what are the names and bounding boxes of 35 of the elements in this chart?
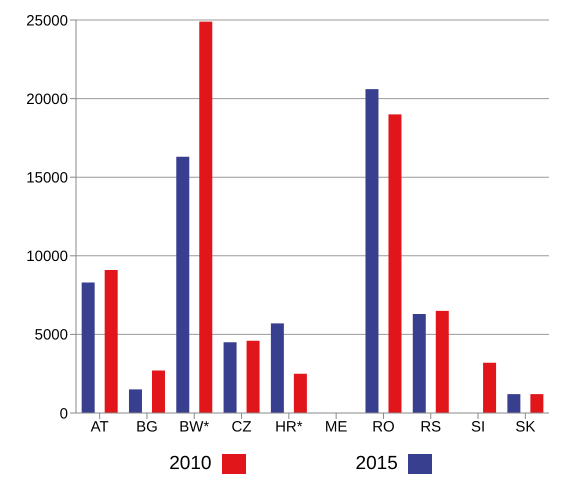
- x-tick-label: BW*: [179, 418, 210, 436]
- legend-label: 2010: [169, 453, 212, 475]
- x-tick-label: RS: [420, 418, 442, 436]
- bar: [199, 22, 212, 413]
- bar: [294, 374, 307, 413]
- y-tick-label: 10000: [26, 248, 68, 266]
- bar: [82, 282, 95, 413]
- bar: [388, 114, 402, 413]
- x-tick-label: CZ: [232, 418, 252, 436]
- bar: [483, 362, 496, 413]
- x-tick-label: SI: [470, 418, 486, 436]
- bar: [176, 156, 190, 413]
- bar: [436, 310, 449, 413]
- bar: [152, 370, 165, 413]
- legend-label: 2015: [356, 453, 398, 475]
- x-tick-label: AT: [90, 418, 109, 436]
- x-tick-label: HR*: [275, 418, 303, 436]
- bar: [224, 342, 237, 413]
- bar: [104, 270, 118, 413]
- x-tick-label: BG: [136, 418, 158, 436]
- y-tick-label: 20000: [26, 90, 68, 108]
- bar: [270, 323, 284, 413]
- bar: [412, 314, 426, 413]
- x-tick-label: SK: [515, 418, 536, 436]
- y-tick-label: 0: [60, 405, 68, 422]
- x-tick-label: RO: [372, 418, 395, 436]
- bar: [128, 389, 142, 413]
- bar: [365, 89, 378, 413]
- bar: [246, 340, 260, 413]
- y-tick-label: 25000: [26, 12, 68, 30]
- bar: [507, 394, 520, 413]
- y-tick-label: 15000: [26, 170, 68, 187]
- bar: [530, 394, 544, 413]
- x-tick-label: ME: [324, 418, 348, 436]
- y-tick-label: 5000: [34, 326, 68, 344]
